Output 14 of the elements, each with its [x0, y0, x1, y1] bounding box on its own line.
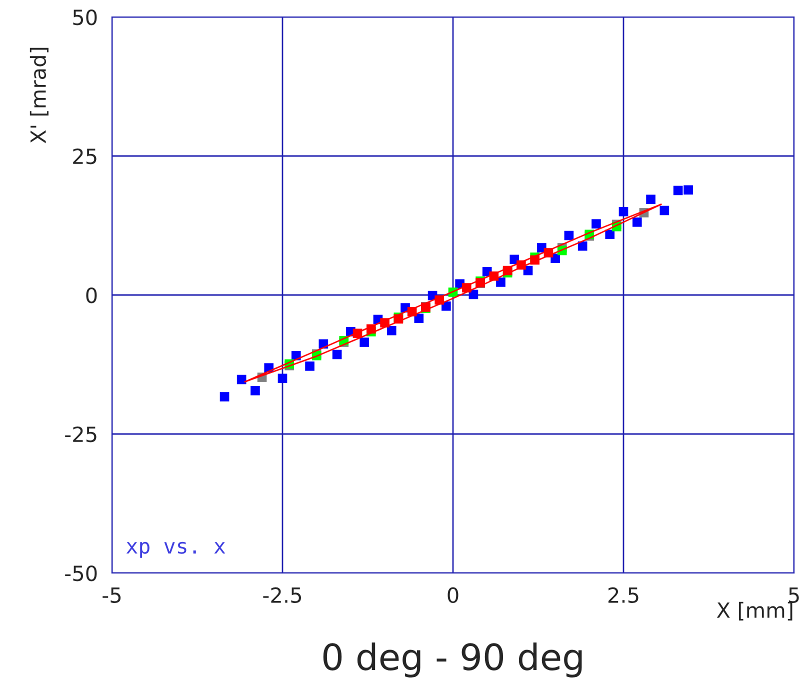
x-tick-label: -2.5 — [263, 587, 302, 604]
annotation: xp vs. x — [126, 542, 226, 558]
x-axis-title: X [mm] — [716, 602, 792, 620]
y-tick-label: 50 — [73, 9, 97, 26]
text: 0 deg - 90 deg — [323, 642, 582, 678]
y-tick-label: 25 — [73, 148, 96, 164]
x-tick-label: 5 — [788, 588, 799, 604]
x-tick-label: 0 — [448, 587, 458, 604]
y-tick-label: 0 — [86, 287, 97, 304]
y-tick-label: -50 — [65, 565, 97, 582]
x-tick-label: 2.5 — [608, 587, 638, 604]
x-tick-label: -5 — [102, 588, 121, 604]
y-tick-label: -25 — [65, 426, 96, 442]
y-axis-title: X' [mrad] — [30, 48, 48, 144]
